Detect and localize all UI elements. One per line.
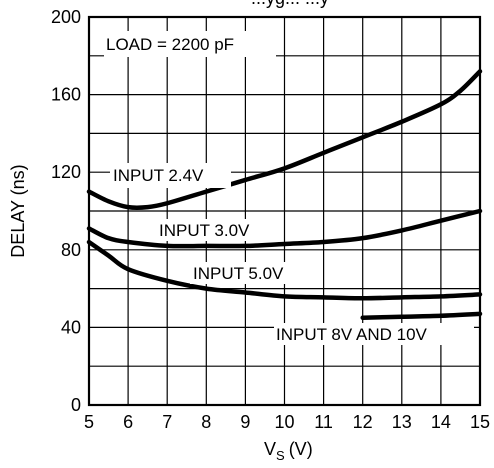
x-tick-label: 10 [274,412,294,432]
y-tick-label: 160 [51,85,81,105]
series-line [86,208,483,249]
x-tick-label: 13 [392,412,412,432]
y-axis-title: DELAY (ns) [8,164,28,257]
x-tick-label: 5 [84,412,94,432]
input-2.4v-label: INPUT 2.4V [113,166,204,185]
series-line [86,69,483,210]
load-annotation: LOAD = 2200 pF [106,35,234,54]
y-tick-label: 80 [61,240,81,260]
x-tick-label: 12 [353,412,373,432]
chart-title-partial: ...yg... ...y [251,0,329,8]
input-5.0v-label: INPUT 5.0V [193,264,284,283]
x-tick-label: 9 [240,412,250,432]
x-tick-label: 7 [162,412,172,432]
y-tick-label: 120 [51,162,81,182]
series-curves [86,69,483,320]
x-tick-label: 8 [201,412,211,432]
x-tick-label: 14 [431,412,451,432]
x-axis-title: VS (V) [264,439,313,463]
y-tick-label: 0 [71,395,81,415]
in810-label-bg [274,323,474,345]
x-tick-label: 6 [123,412,133,432]
x-tick-label: 15 [470,412,490,432]
input-3.0v-label: INPUT 3.0V [159,221,250,240]
input-8v-10v-label: INPUT 8V AND 10V [276,325,428,344]
grid [89,17,480,405]
x-tick-label: 11 [314,412,333,432]
y-tick-labels: 0 40 80 120 160 200 [51,7,81,415]
in50-label-bg [190,262,308,284]
in24-label-bg [110,163,231,188]
x-axis-title-subscript: S [276,448,285,463]
x-axis-title-main: V [264,439,276,459]
y-tick-label: 200 [51,7,81,27]
load-label-bg [104,31,276,57]
x-axis-title-unit: (V) [289,439,313,459]
in30-label-bg [156,219,260,241]
series-line [360,311,483,320]
y-tick-label: 40 [61,317,81,337]
series-line [86,239,483,301]
x-tick-labels: 5 6 7 8 9 10 11 12 13 14 15 [84,412,490,432]
